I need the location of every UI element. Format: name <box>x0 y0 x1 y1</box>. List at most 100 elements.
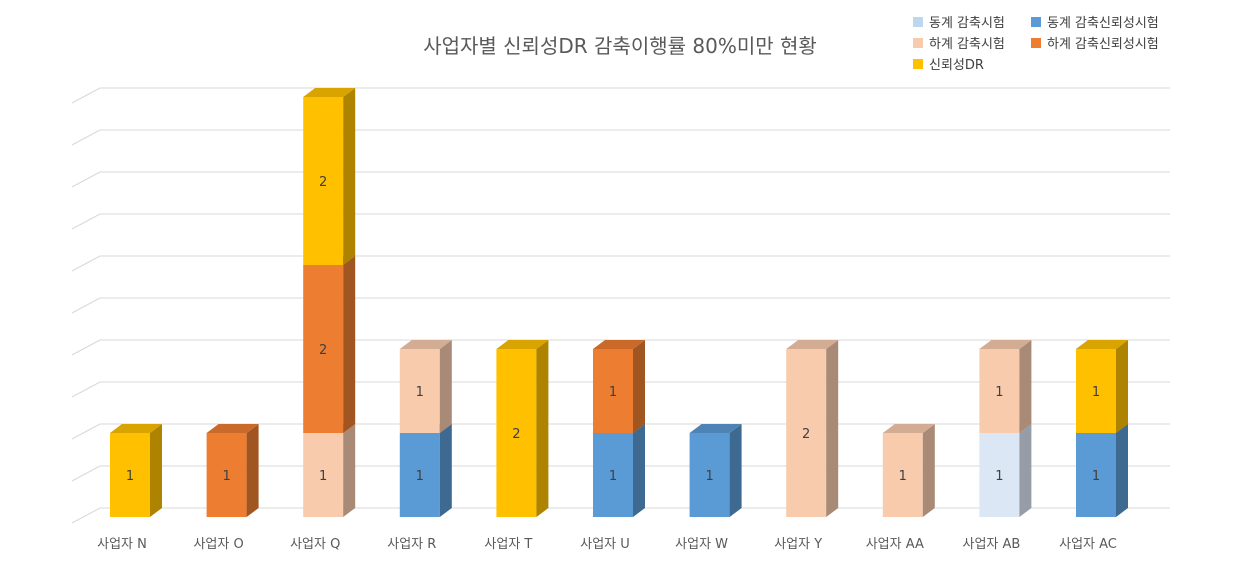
legend-item: 신뢰성DR <box>913 54 1031 73</box>
x-tick-label: 사업자 U <box>580 537 630 552</box>
legend-item: 동계 감축신뢰성시험 <box>1031 12 1181 31</box>
bar-top <box>979 340 1032 349</box>
bar-side <box>633 340 645 433</box>
bar-segment <box>882 433 923 517</box>
legend-item: 하계 감축신뢰성시험 <box>1031 33 1181 52</box>
legend-label: 동계 감축신뢰성시험 <box>1047 16 1159 31</box>
data-label: 1 <box>319 469 327 484</box>
bar-segment <box>206 433 247 517</box>
bar-side <box>246 424 259 517</box>
data-label: 2 <box>512 427 520 442</box>
x-tick-label: 사업자 W <box>675 537 728 552</box>
legend-item: 하계 감축시험 <box>913 33 1031 52</box>
legend-label: 신뢰성DR <box>929 58 984 73</box>
bar-top <box>1076 340 1128 349</box>
gridline-floor <box>71 171 101 188</box>
bar-side <box>729 424 742 517</box>
bar-segment <box>110 433 150 517</box>
bar-top <box>689 424 742 433</box>
bar-top <box>206 424 259 433</box>
chart-title: 사업자별 신뢰성DR 감축이행률 80%미만 현황 <box>423 34 817 58</box>
data-label: 2 <box>319 175 327 190</box>
bar-segment <box>303 433 344 517</box>
gridline-floor <box>71 213 101 230</box>
bar-side <box>439 340 452 433</box>
x-tick-label: 사업자 Q <box>290 537 340 552</box>
bar-segment <box>593 433 633 517</box>
bar-top <box>593 340 645 349</box>
bar-side <box>343 424 356 517</box>
legend-swatch <box>1031 16 1041 27</box>
gridline-floor <box>71 255 101 272</box>
x-tick-label: 사업자 T <box>484 537 532 552</box>
x-tick-label: 사업자 O <box>193 537 243 552</box>
gridline-floor <box>71 129 101 146</box>
bar-top <box>303 88 356 97</box>
bar-top <box>786 340 839 349</box>
legend-swatch <box>913 58 923 69</box>
bar-segment <box>979 433 1020 517</box>
bar-segment <box>786 349 827 517</box>
bar-side <box>1116 340 1128 433</box>
bar-segment <box>399 433 440 517</box>
gridline-floor <box>71 339 101 356</box>
bar-side <box>343 88 356 265</box>
data-label: 1 <box>609 469 617 484</box>
legend-label: 하계 감축신뢰성시험 <box>1047 37 1159 52</box>
data-label: 1 <box>609 385 617 400</box>
bar-segment <box>496 349 537 517</box>
data-label: 1 <box>899 469 907 484</box>
bar-top <box>496 340 549 349</box>
bar-segment <box>979 349 1020 433</box>
data-label: 1 <box>995 469 1003 484</box>
data-label: 1 <box>126 469 134 484</box>
data-label: 1 <box>222 469 230 484</box>
x-tick-label: 사업자 AC <box>1059 537 1117 552</box>
bar-side <box>1019 340 1032 433</box>
data-label: 1 <box>416 469 424 484</box>
legend-swatch <box>913 37 923 48</box>
bar-side <box>150 424 162 517</box>
legend-label: 하계 감축시험 <box>929 37 1005 52</box>
bar-side <box>343 256 356 433</box>
bar-side <box>536 340 549 517</box>
bar-segment <box>303 265 344 433</box>
gridline-floor <box>71 507 101 524</box>
data-label: 2 <box>802 427 810 442</box>
legend-label: 동계 감축시험 <box>929 16 1005 31</box>
gridline-floor <box>71 87 101 104</box>
legend-swatch <box>1031 37 1041 48</box>
data-label: 1 <box>416 385 424 400</box>
data-label: 1 <box>995 385 1003 400</box>
bar-side <box>633 424 645 517</box>
bar-top <box>882 424 935 433</box>
bar-segment <box>303 97 344 265</box>
bar-side <box>1116 424 1128 517</box>
gridline-floor <box>71 423 101 440</box>
bar-segment <box>689 433 730 517</box>
bar-segment <box>1076 349 1116 433</box>
bar-side <box>922 424 935 517</box>
x-tick-label: 사업자 N <box>97 537 147 552</box>
x-tick-label: 사업자 Y <box>774 537 822 552</box>
bar-segment <box>399 349 440 433</box>
data-label: 2 <box>319 343 327 358</box>
gridline-floor <box>71 465 101 482</box>
legend-item: 동계 감축시험 <box>913 12 1031 31</box>
bar-top <box>399 340 452 349</box>
gridline-floor <box>71 381 101 398</box>
legend-swatch <box>913 16 923 27</box>
data-label: 1 <box>705 469 713 484</box>
data-label: 1 <box>1092 385 1100 400</box>
bar-segment <box>1076 433 1116 517</box>
x-tick-label: 사업자 AA <box>866 537 924 552</box>
bar-side <box>439 424 452 517</box>
gridline-floor <box>71 297 101 314</box>
x-tick-label: 사업자 R <box>387 537 436 552</box>
bar-side <box>1019 424 1032 517</box>
data-label: 1 <box>1092 469 1100 484</box>
bar-segment <box>593 349 633 433</box>
